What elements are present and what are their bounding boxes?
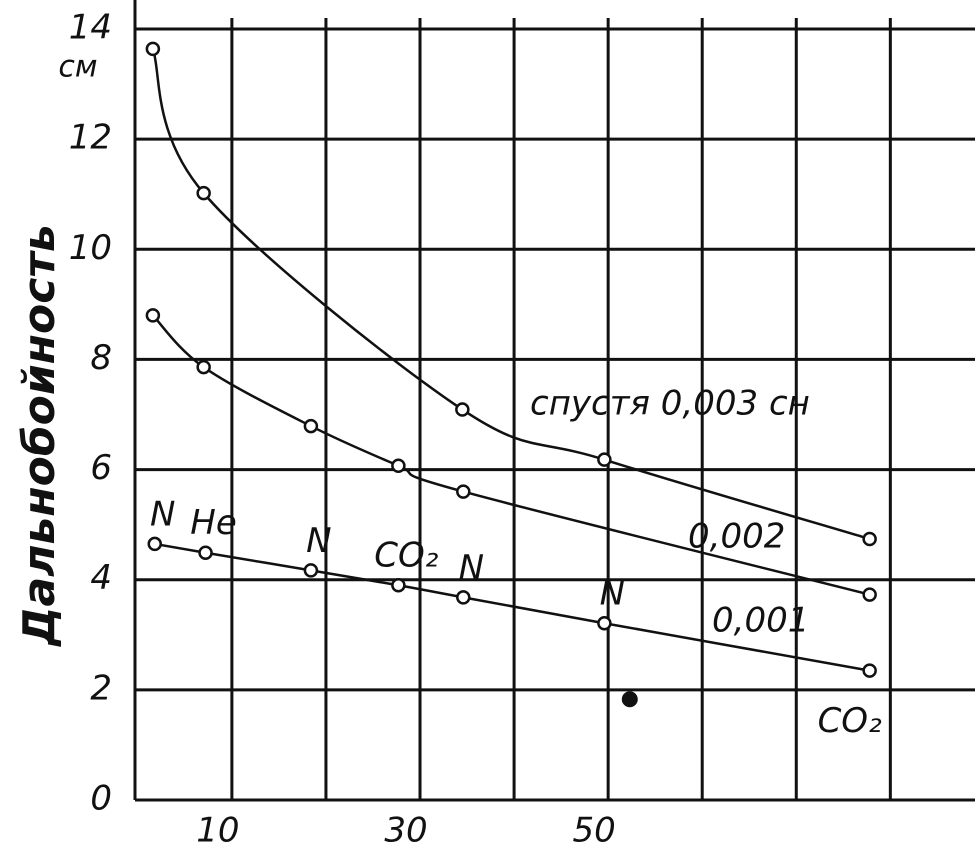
x-tick-label: 30 <box>384 811 427 848</box>
y-tick-label: 4 <box>90 558 112 598</box>
data-point <box>597 452 612 467</box>
y-tick-label: 10 <box>69 228 112 268</box>
y-tick-label: 8 <box>90 338 112 378</box>
y-tick-label: 0 <box>90 779 112 819</box>
point-label: CO₂ <box>818 701 883 741</box>
y-axis-label: Дальнобойность <box>14 224 65 647</box>
data-point <box>145 41 161 57</box>
y-tick-label: 2 <box>90 668 112 708</box>
data-point <box>303 418 319 434</box>
data-point <box>145 308 161 323</box>
x-tick-label: 50 <box>573 811 616 848</box>
data-point <box>455 402 470 417</box>
data-point <box>862 587 877 602</box>
x-tick-label: 10 <box>196 811 239 848</box>
y-tick-label: 6 <box>90 448 112 488</box>
data-point <box>391 577 406 593</box>
data-point <box>303 563 319 578</box>
data-point <box>456 484 471 499</box>
data-point <box>456 590 471 605</box>
data-point <box>391 458 406 473</box>
point-label: N <box>150 494 175 534</box>
series-line <box>154 542 870 672</box>
data-point <box>196 185 211 201</box>
series-label: 0,001 <box>712 601 809 641</box>
series-line <box>151 48 871 541</box>
y-tick-label: 14 <box>69 8 112 48</box>
series-label: 0,002 <box>688 517 785 557</box>
point-label: He <box>190 503 236 543</box>
data-point <box>147 536 163 552</box>
data-point <box>862 663 877 678</box>
data-point <box>198 545 213 560</box>
data-point <box>621 691 638 708</box>
y-unit: см <box>58 50 97 85</box>
series-label: спустя 0,003 сн <box>530 384 810 424</box>
point-label: N <box>459 548 484 588</box>
data-point <box>196 359 211 375</box>
point-label: CO₂ <box>374 536 439 576</box>
point-label: N <box>600 574 625 614</box>
y-tick-label: 12 <box>69 118 112 158</box>
point-label: N <box>306 521 331 561</box>
data-point <box>597 615 612 631</box>
data-point <box>862 531 877 547</box>
